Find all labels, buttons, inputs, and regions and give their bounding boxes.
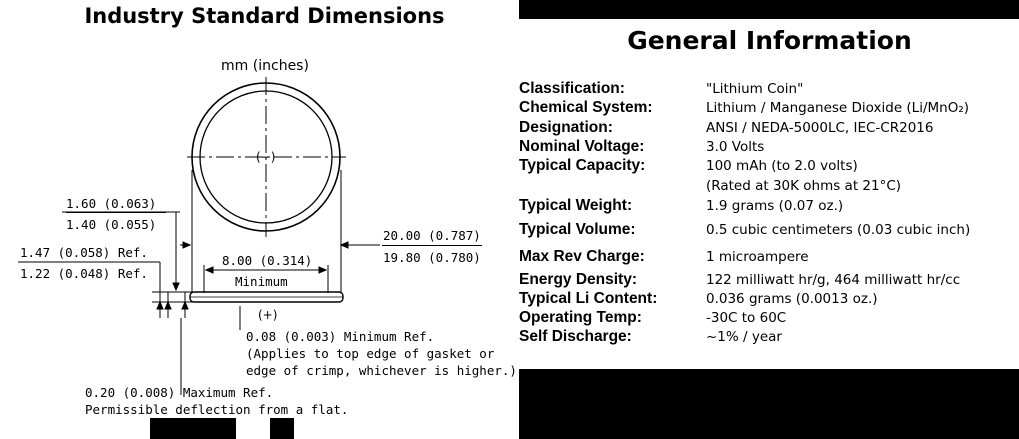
ref-b-label: 1.22 (0.048) Ref.: [20, 266, 148, 281]
dimensions-title: Industry Standard Dimensions: [84, 4, 445, 28]
flat-note-line2: Permissible deflection from a flat.: [85, 402, 349, 417]
spec-value-classification: "Lithium Coin": [706, 81, 804, 97]
spec-label-operating-temp: Operating Temp:: [519, 309, 642, 326]
cell-dimension-drawing: [18, 77, 380, 395]
inner-dia-label: 8.00 (0.314): [222, 253, 313, 268]
bottom-right-bar: [519, 369, 1019, 439]
spec-label-typical-volume: Typical Volume:: [519, 221, 636, 238]
spec-label-chemical-system: Chemical System:: [519, 99, 653, 116]
spec-value-operating-temp: -30C to 60C: [706, 310, 787, 326]
gasket-note-line2: (Applies to top edge of gasket or: [246, 346, 495, 361]
spec-value-designation: ANSI / NEDA-5000LC, IEC-CR2016: [706, 120, 934, 136]
spec-value-li-content: 0.036 grams (0.0013 oz.): [706, 291, 878, 307]
spec-value-nominal-voltage: 3.0 Volts: [706, 139, 765, 155]
spec-value-max-rev-charge: 1 microampere: [706, 249, 809, 265]
general-info-title: General Information: [627, 26, 912, 55]
spec-label-nominal-voltage: Nominal Voltage:: [519, 138, 645, 155]
inner-dia-note: Minimum: [235, 274, 288, 289]
spec-label-self-discharge: Self Discharge:: [519, 328, 632, 345]
dia-max-label: 20.00 (0.787): [383, 228, 481, 243]
bottom-left-bar-b: [270, 418, 294, 439]
bottom-left-bar-a: [150, 418, 236, 439]
top-right-bar: [519, 0, 1019, 19]
spec-value-chemical-system: Lithium / Manganese Dioxide (Li/MnO₂): [706, 100, 970, 116]
spec-label-classification: Classification:: [519, 80, 625, 97]
spec-label-typical-weight: Typical Weight:: [519, 197, 633, 214]
spec-label-max-rev-charge: Max Rev Charge:: [519, 248, 645, 265]
height-max-label: 1.60 (0.063): [66, 196, 157, 211]
height-min-label: 1.40 (0.055): [66, 217, 157, 232]
spec-value-energy-density: 122 milliwatt hr/g, 464 milliwatt hr/cc: [706, 272, 961, 288]
spec-label-designation: Designation:: [519, 119, 613, 136]
dia-min-label: 19.80 (0.780): [383, 250, 481, 265]
flat-note-line1: 0.20 (0.008) Maximum Ref.: [85, 385, 274, 400]
capacity-note: (Rated at 30K ohms at 21°C): [706, 178, 902, 194]
ref-a-label: 1.47 (0.058) Ref.: [20, 245, 148, 260]
neg-terminal-mark: (−): [256, 150, 276, 164]
dia-divider: [382, 245, 482, 246]
spec-label-energy-density: Energy Density:: [519, 271, 638, 288]
gasket-note-line1: 0.08 (0.003) Minimum Ref.: [246, 329, 435, 344]
spec-label-typical-capacity: Typical Capacity:: [519, 157, 646, 174]
gasket-note-line3: edge of crimp, whichever is higher.): [246, 363, 517, 378]
spec-value-typical-capacity: 100 mAh (to 2.0 volts): [706, 158, 858, 174]
spec-value-typical-weight: 1.9 grams (0.07 oz.): [706, 198, 844, 214]
height-divider: [66, 212, 166, 213]
spec-value-self-discharge: ~1% / year: [706, 329, 782, 345]
units-label: mm (inches): [221, 58, 309, 74]
spec-value-typical-volume: 0.5 cubic centimeters (0.03 cubic inch): [706, 222, 971, 238]
pos-terminal-mark: (+): [258, 308, 278, 322]
spec-label-li-content: Typical Li Content:: [519, 290, 658, 307]
